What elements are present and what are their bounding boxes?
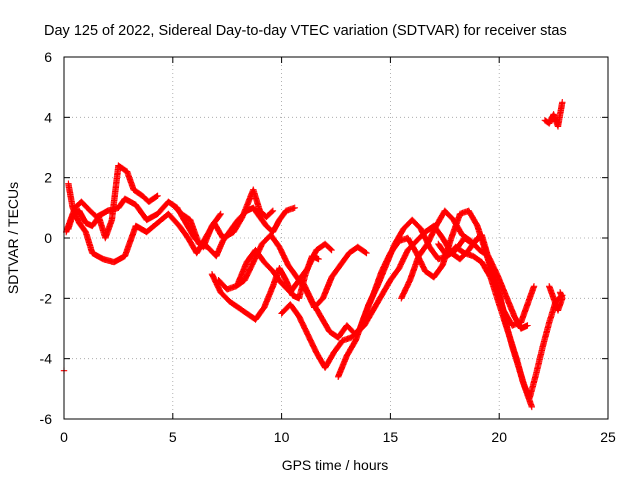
series-track-14 [541,99,566,130]
x-tick-label: 5 [169,429,177,445]
series-track-4 [169,201,298,260]
y-tick-label: -6 [40,411,53,427]
x-axis-label: GPS time / hours [282,457,389,473]
series-markers [398,207,531,332]
data-points [60,99,566,411]
series-markers [169,201,298,260]
series-markers [234,240,335,296]
series-markers [541,99,566,130]
y-tick-label: 0 [44,230,52,246]
x-tick-label: 10 [274,429,290,445]
series-track-13 [546,283,566,314]
chart-title: Day 125 of 2022, Sidereal Day-to-day VTE… [44,23,567,39]
x-tick-label: 0 [60,429,68,445]
series-markers [65,180,277,266]
y-tick-label: 6 [44,49,52,65]
y-tick-label: 2 [44,170,52,186]
series-track-3 [63,162,161,242]
series-track-7 [234,240,335,296]
grid [64,57,608,419]
series-track-11 [398,207,531,332]
series-markers [435,240,566,402]
series-markers [63,162,161,242]
y-axis-label: SDTVAR / TECUs [5,182,21,294]
series-track-2 [65,180,277,266]
x-tick-label: 25 [600,429,616,445]
series-markers [546,283,566,314]
series-track-12 [435,240,566,402]
ticks: 0 5 10 15 20 25 -6 -4 -2 0 2 4 6 [40,49,616,445]
y-tick-label: -4 [40,351,53,367]
x-tick-label: 15 [383,429,399,445]
y-tick-label: -2 [40,290,53,306]
x-tick-label: 20 [491,429,507,445]
y-tick-label: 4 [44,109,52,125]
